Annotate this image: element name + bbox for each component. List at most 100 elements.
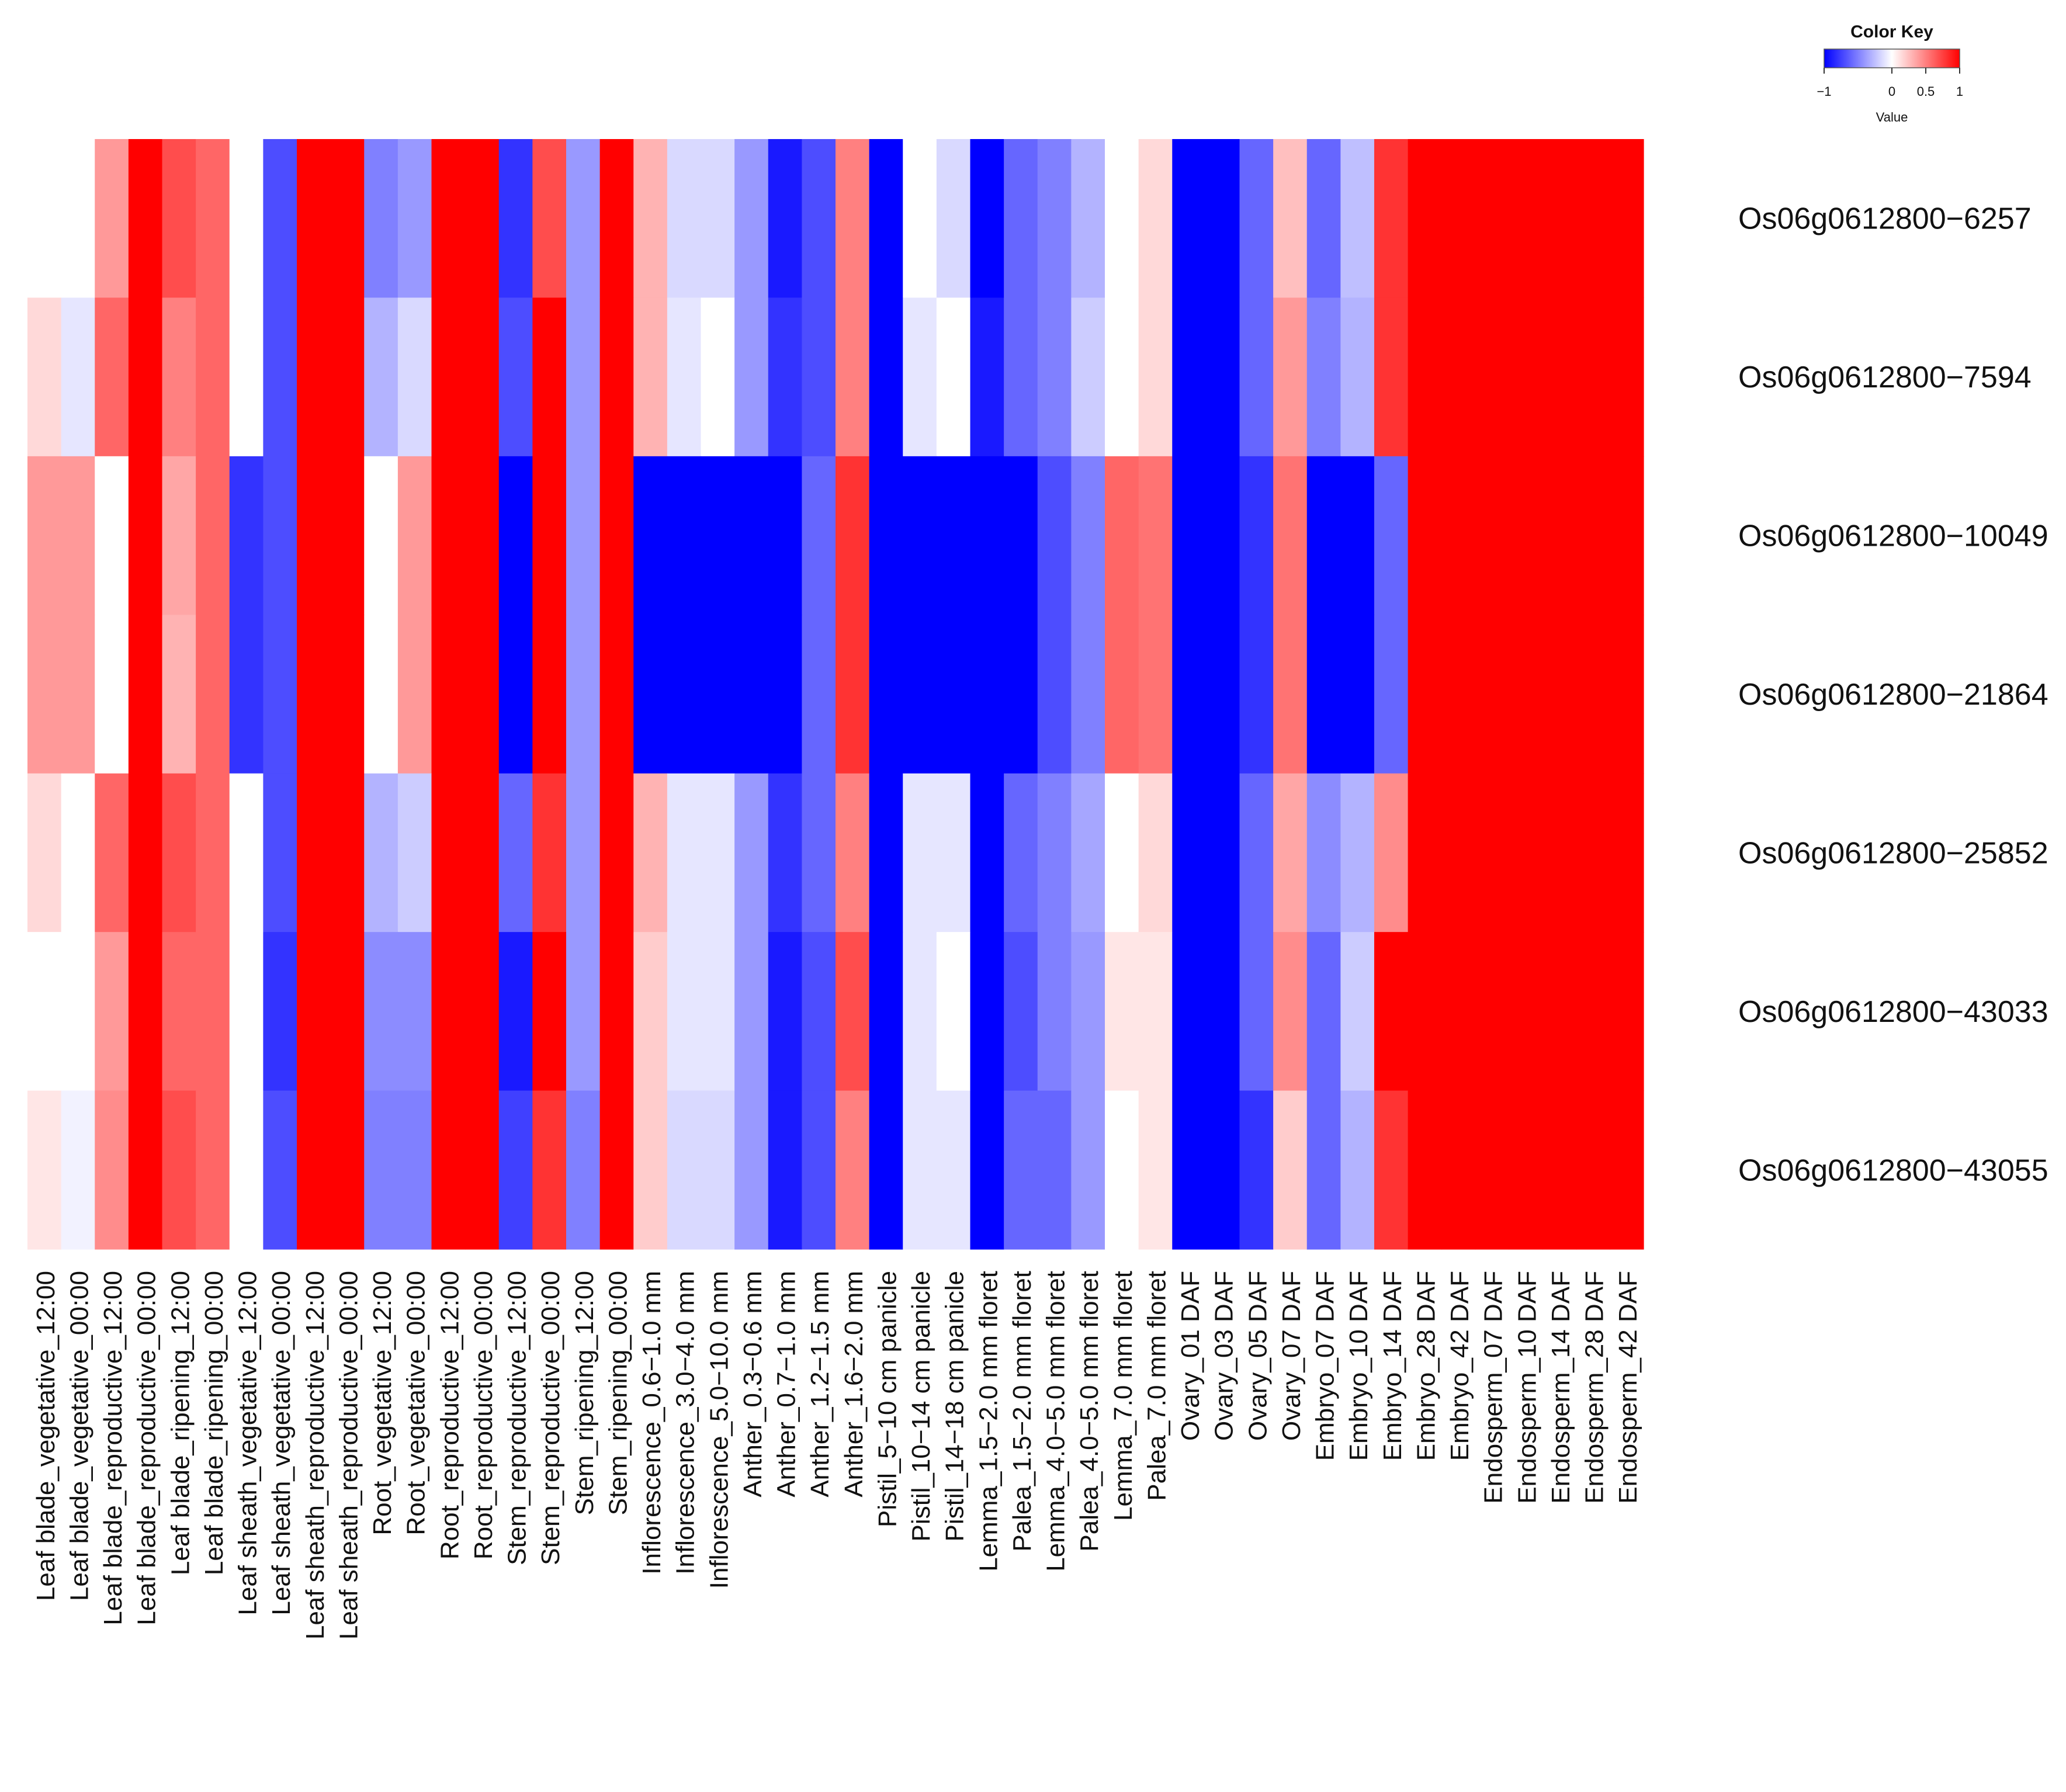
heatmap-cell [667, 615, 702, 774]
heatmap-cell [1273, 615, 1308, 774]
heatmap-cell [330, 773, 365, 933]
heatmap-cell [128, 297, 163, 457]
heatmap-cell [263, 456, 297, 615]
heatmap-cell [936, 297, 971, 457]
heatmap-cell [1306, 1090, 1341, 1250]
row-label: Os06g0612800−6257 [1738, 202, 2032, 236]
heatmap-cell [95, 615, 129, 774]
heatmap-cell [431, 1090, 466, 1250]
heatmap-cell [768, 456, 802, 615]
heatmap-cell [1610, 297, 1644, 457]
heatmap-cell [95, 456, 129, 615]
heatmap-cell [1037, 456, 1072, 615]
heatmap-cell [1576, 615, 1610, 774]
heatmap-cell [633, 139, 668, 299]
column-label: Endosperm_10 DAF [1513, 1271, 1541, 1504]
heatmap-cell [364, 456, 398, 615]
column-label: Embryo_07 DAF [1311, 1271, 1340, 1461]
heatmap-cell [431, 773, 466, 933]
heatmap-cell [1273, 773, 1308, 933]
row-labels: Os06g0612800−6257 Os06g0612800−7594 Os06g0… [1738, 202, 2048, 1188]
column-label: Embryo_28 DAF [1412, 1271, 1440, 1461]
heatmap-cell [768, 1090, 802, 1250]
heatmap-cell [599, 456, 634, 615]
heatmap-cell [364, 932, 398, 1091]
heatmap-cell [768, 297, 802, 457]
heatmap-cell [667, 297, 702, 457]
color-key-tick-label: −1 [1817, 84, 1831, 99]
heatmap-cell [936, 456, 971, 615]
heatmap-cell [936, 615, 971, 774]
heatmap-cell [263, 773, 297, 933]
heatmap-cell [701, 297, 735, 457]
heatmap-cell [701, 1090, 735, 1250]
heatmap-cell [431, 615, 466, 774]
heatmap-cell [95, 139, 129, 299]
heatmap-cell [734, 456, 769, 615]
heatmap-cell [1037, 615, 1072, 774]
heatmap-cell [1576, 932, 1610, 1091]
heatmap-cell [1509, 615, 1543, 774]
heatmap-cell [1004, 773, 1038, 933]
heatmap-cell [27, 615, 62, 774]
heatmap-cell [1610, 139, 1644, 299]
heatmap-cell [229, 615, 264, 774]
heatmap-cell [633, 932, 668, 1091]
heatmap-cell [1004, 615, 1038, 774]
heatmap-cell [1475, 1090, 1510, 1250]
column-label: Leaf sheath_reproductive_12:00 [301, 1271, 330, 1640]
heatmap-cell [734, 615, 769, 774]
heatmap-cell [229, 297, 264, 457]
heatmap-cell [465, 615, 500, 774]
heatmap-cell [330, 1090, 365, 1250]
heatmap-cell [1408, 1090, 1442, 1250]
heatmap-cell [532, 1090, 567, 1250]
heatmap-cell [162, 139, 196, 299]
heatmap-cell [1475, 139, 1510, 299]
heatmap-cell [27, 773, 62, 933]
heatmap-cell [836, 456, 870, 615]
heatmap-cell [297, 615, 331, 774]
heatmap-cell [566, 932, 601, 1091]
heatmap-cell [970, 773, 1004, 933]
heatmap-cell [465, 1090, 500, 1250]
heatmap-cell [1172, 773, 1207, 933]
heatmap-cell [869, 932, 903, 1091]
heatmap-cell [1610, 932, 1644, 1091]
heatmap-cell [532, 615, 567, 774]
heatmap-cell [297, 297, 331, 457]
heatmap-cell [263, 1090, 297, 1250]
heatmap-cell [701, 773, 735, 933]
heatmap-cell [196, 297, 230, 457]
heatmap-cell [61, 932, 95, 1091]
column-label: Lemma_7.0 mm floret [1109, 1271, 1138, 1521]
color-key-tick-label: 0.5 [1917, 84, 1935, 99]
color-key-gradient-bar [1824, 48, 1960, 68]
heatmap-cell [1475, 773, 1510, 933]
row-label: Os06g0612800−43055 [1738, 1153, 2048, 1187]
heatmap-cell [364, 139, 398, 299]
heatmap-cell [1441, 139, 1476, 299]
heatmap-cell [903, 456, 937, 615]
heatmap-cell [1105, 615, 1139, 774]
heatmap-cell [1273, 1090, 1308, 1250]
heatmap-cell [802, 615, 836, 774]
heatmap-cell [263, 297, 297, 457]
column-label: Endosperm_42 DAF [1614, 1271, 1642, 1504]
heatmap-cell [1576, 773, 1610, 933]
heatmap-cell [1004, 139, 1038, 299]
heatmap-cell [869, 139, 903, 299]
heatmap-cell [364, 1090, 398, 1250]
heatmap-cell [970, 297, 1004, 457]
heatmap-cell [903, 139, 937, 299]
heatmap-cell [1576, 456, 1610, 615]
column-label: Palea_7.0 mm floret [1142, 1271, 1171, 1501]
column-label: Leaf blade_vegetative_00:00 [65, 1271, 93, 1601]
heatmap-cell [229, 932, 264, 1091]
heatmap-cell [1610, 615, 1644, 774]
column-label: Inflorescence_0.6−1.0 mm [637, 1271, 666, 1575]
heatmap-cell [128, 615, 163, 774]
heatmap-cell [1105, 456, 1139, 615]
column-label: Anther_0.3−0.6 mm [739, 1271, 767, 1498]
column-label: Embryo_14 DAF [1378, 1271, 1407, 1461]
